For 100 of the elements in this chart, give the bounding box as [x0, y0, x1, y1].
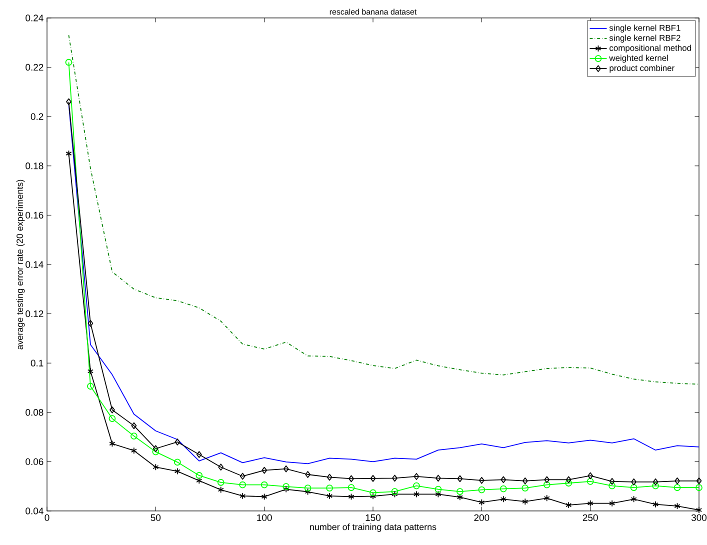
point: [370, 492, 376, 500]
legend-label: weighted kernel: [609, 54, 668, 63]
point: [392, 474, 398, 482]
point: [174, 468, 180, 475]
point: [588, 472, 594, 480]
point: [66, 150, 72, 157]
point: [348, 493, 354, 500]
point: [262, 466, 268, 474]
point: [88, 320, 94, 327]
point: [696, 484, 702, 492]
point: [174, 438, 180, 446]
point: [609, 478, 615, 485]
point: [391, 488, 398, 495]
legend-label: product combiner: [610, 64, 674, 73]
point: [500, 496, 506, 503]
point: [630, 484, 638, 492]
point: [196, 477, 202, 484]
point: [652, 478, 658, 486]
point: [587, 500, 594, 507]
point: [522, 498, 528, 506]
point: [436, 474, 441, 482]
legend-label: single kernel RBF1: [609, 24, 680, 33]
point: [196, 472, 203, 479]
y-tick-label: 0.16: [26, 212, 44, 219]
point: [522, 477, 528, 484]
point: [630, 496, 637, 503]
line-series: [68, 34, 700, 385]
point: [652, 482, 659, 490]
point: [348, 484, 355, 492]
x-tick-label: 50: [150, 514, 161, 522]
point: [609, 500, 616, 507]
point: [261, 493, 268, 500]
x-tick-label: 200: [474, 514, 490, 522]
point: [434, 486, 442, 493]
point: [65, 58, 72, 66]
x-tick-label: 100: [257, 514, 272, 522]
point: [326, 492, 333, 500]
point: [414, 473, 420, 480]
point: [674, 502, 680, 510]
y-tick-label: 0.14: [26, 261, 44, 268]
point: [435, 490, 442, 498]
point: [478, 486, 486, 494]
point: [478, 476, 484, 484]
point: [392, 490, 398, 498]
point: [196, 451, 202, 458]
point: [326, 484, 333, 492]
point: [240, 472, 246, 480]
point: [218, 464, 224, 471]
point: [304, 484, 312, 492]
point: [283, 465, 289, 472]
point: [87, 368, 94, 375]
point: [305, 471, 310, 478]
point: [456, 488, 464, 495]
y-tick-label: 0.06: [26, 458, 44, 466]
point: [674, 484, 681, 492]
point: [370, 475, 376, 482]
x-tick-label: 150: [366, 514, 381, 522]
y-tick-label: 0.24: [26, 14, 44, 22]
point: [240, 492, 246, 500]
y-axis-title: average testing error rate (20 experiments): [16, 180, 25, 350]
legend-label: single kernel RBF2: [609, 34, 680, 43]
point: [348, 475, 354, 482]
point: [304, 488, 311, 496]
point: [283, 486, 290, 493]
y-tick-label: 0.1: [30, 360, 44, 366]
x-tick-label: 250: [582, 514, 598, 522]
y-tick-label: 0.04: [26, 508, 44, 514]
point: [696, 506, 702, 514]
point: [608, 482, 616, 490]
point: [544, 476, 550, 484]
point: [413, 490, 420, 498]
point: [218, 486, 224, 494]
point: [260, 481, 268, 488]
point: [152, 445, 158, 452]
point: [152, 464, 159, 471]
point: [696, 477, 702, 484]
x-axis-title: number of training data patterns: [310, 524, 436, 532]
point: [566, 476, 572, 484]
y-tick-label: 0.22: [26, 64, 44, 71]
point: [500, 476, 506, 484]
point: [457, 475, 463, 482]
point: [66, 98, 72, 106]
point: [130, 432, 138, 440]
point: [109, 440, 116, 448]
point: [282, 483, 290, 490]
point: [566, 502, 572, 509]
point: [586, 478, 594, 485]
point: [652, 500, 659, 508]
point: [370, 489, 376, 496]
point: [674, 477, 680, 484]
point: [543, 481, 550, 488]
y-tick-label: 0.12: [26, 310, 44, 318]
point: [152, 448, 160, 456]
point: [217, 478, 224, 486]
point: [413, 482, 420, 490]
point: [131, 422, 137, 430]
point: [500, 485, 507, 492]
point: [239, 481, 246, 488]
point: [326, 474, 332, 481]
point: [456, 494, 463, 501]
